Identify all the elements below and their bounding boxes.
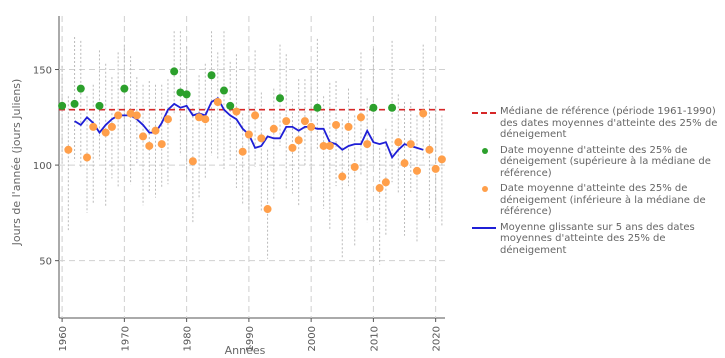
point-below-1983: [201, 115, 210, 124]
legend-label-rolling: Moyenne glissante sur 5 ans des dates mo…: [500, 221, 695, 256]
y-tick-label-150: 150: [33, 66, 52, 77]
point-above-1984: [207, 71, 216, 80]
point-below-2012: [381, 178, 390, 187]
legend-item-below: Date moyenne d'atteinte des 25% de dénei…: [470, 183, 725, 218]
x-tick-label-2010: 2010: [369, 326, 380, 351]
point-below-2017: [412, 166, 421, 175]
point-above-2013: [388, 103, 397, 112]
point-below-1990: [244, 130, 253, 139]
legend-item-above: Date moyenne d'atteinte des 25% de dénei…: [470, 145, 725, 180]
grid: [59, 16, 445, 318]
point-below-2007: [350, 163, 359, 171]
point-below-2019: [425, 145, 434, 154]
point-below-1982: [195, 113, 204, 122]
legend-swatch-above: [470, 145, 500, 157]
point-below-1974: [145, 141, 154, 150]
point-below-1964: [83, 153, 92, 162]
point-above-1960: [58, 101, 67, 110]
x-tick-label-1980: 1980: [183, 326, 194, 351]
point-below-2016: [406, 140, 415, 149]
x-tick-label-2000: 2000: [307, 326, 318, 351]
point-above-1963: [76, 84, 85, 93]
point-below-1967: [101, 128, 110, 137]
point-below-2006: [344, 122, 353, 131]
point-below-2011: [375, 184, 384, 193]
point-above-1962: [70, 99, 79, 108]
point-below-1992: [257, 134, 266, 143]
y-tick-label-50: 50: [39, 257, 52, 268]
point-below-2000: [307, 122, 316, 131]
point-below-1988: [232, 107, 241, 116]
point-above-1986: [219, 86, 228, 95]
point-above-1995: [276, 94, 285, 103]
legend-label-below: Date moyenne d'atteinte des 25% de dénei…: [500, 183, 706, 217]
point-below-1976: [157, 140, 166, 149]
point-below-2021: [437, 155, 446, 164]
point-below-1997: [288, 143, 297, 152]
legend-item-median: Médiane de référence (période 1961-1990)…: [470, 106, 725, 141]
legend-swatch-below: [470, 183, 500, 195]
point-below-1972: [132, 111, 141, 120]
point-below-1973: [139, 132, 148, 141]
point-below-2014: [394, 138, 403, 147]
point-below-1994: [269, 124, 278, 133]
point-below-2020: [431, 164, 440, 173]
x-tick-label-2020: 2020: [432, 326, 443, 351]
point-below-1968: [107, 122, 116, 131]
point-above-1980: [182, 90, 191, 99]
point-above-1970: [120, 84, 129, 93]
x-tick-label-1960: 1960: [58, 326, 69, 351]
point-below-1965: [89, 122, 98, 131]
point-below-1998: [294, 136, 303, 145]
point-below-1991: [251, 111, 260, 120]
legend-item-rolling: Moyenne glissante sur 5 ans des dates mo…: [470, 222, 725, 257]
point-below-1999: [300, 117, 309, 126]
y-axis-title: Jours de l'année (jours Juliens): [10, 79, 23, 247]
point-below-2018: [419, 109, 428, 118]
point-above-1987: [226, 101, 235, 110]
point-above-2010: [369, 103, 378, 112]
point-below-1971: [126, 109, 135, 118]
point-below-1989: [238, 147, 247, 156]
point-below-1961: [64, 145, 73, 154]
x-tick-label-1970: 1970: [120, 326, 131, 351]
point-below-1985: [213, 98, 222, 107]
axis-ticks: 1960 1970 1980 1990 2000 2010 2020 50 100 150: [33, 66, 443, 352]
point-below-2008: [356, 113, 365, 122]
point-above-1966: [95, 101, 104, 110]
legend-swatch-rolling: [470, 222, 500, 234]
point-below-1977: [163, 115, 172, 124]
point-above-2001: [313, 103, 322, 112]
point-below-1969: [114, 111, 123, 120]
chart-svg: 1960 1970 1980 1990 2000 2010 2020 50 100 150 Ann…: [10, 16, 446, 357]
point-below-1996: [282, 117, 291, 126]
legend-swatch-median: [470, 106, 500, 118]
point-below-2002: [319, 141, 328, 150]
point-above-1978: [170, 67, 179, 76]
y-tick-label-100: 100: [33, 161, 52, 172]
legend-label-above: Date moyenne d'atteinte des 25% de dénei…: [500, 144, 711, 179]
range-whiskers: [61, 31, 443, 265]
point-below-2003: [325, 141, 334, 150]
point-below-2004: [332, 120, 341, 129]
point-above-1979: [176, 88, 185, 97]
x-tick-label-1990: 1990: [245, 326, 256, 351]
point-below-2005: [338, 172, 347, 181]
point-below-1975: [151, 126, 160, 135]
legend: Médiane de référence (période 1961-1990)…: [470, 106, 725, 260]
point-below-1993: [263, 205, 272, 214]
point-below-2015: [400, 159, 409, 168]
legend-label-median: Médiane de référence (période 1961-1990)…: [500, 106, 718, 140]
data-points: [58, 67, 446, 214]
point-below-2009: [363, 140, 372, 149]
x-axis-title: Années: [225, 344, 266, 357]
point-below-1981: [188, 157, 197, 166]
